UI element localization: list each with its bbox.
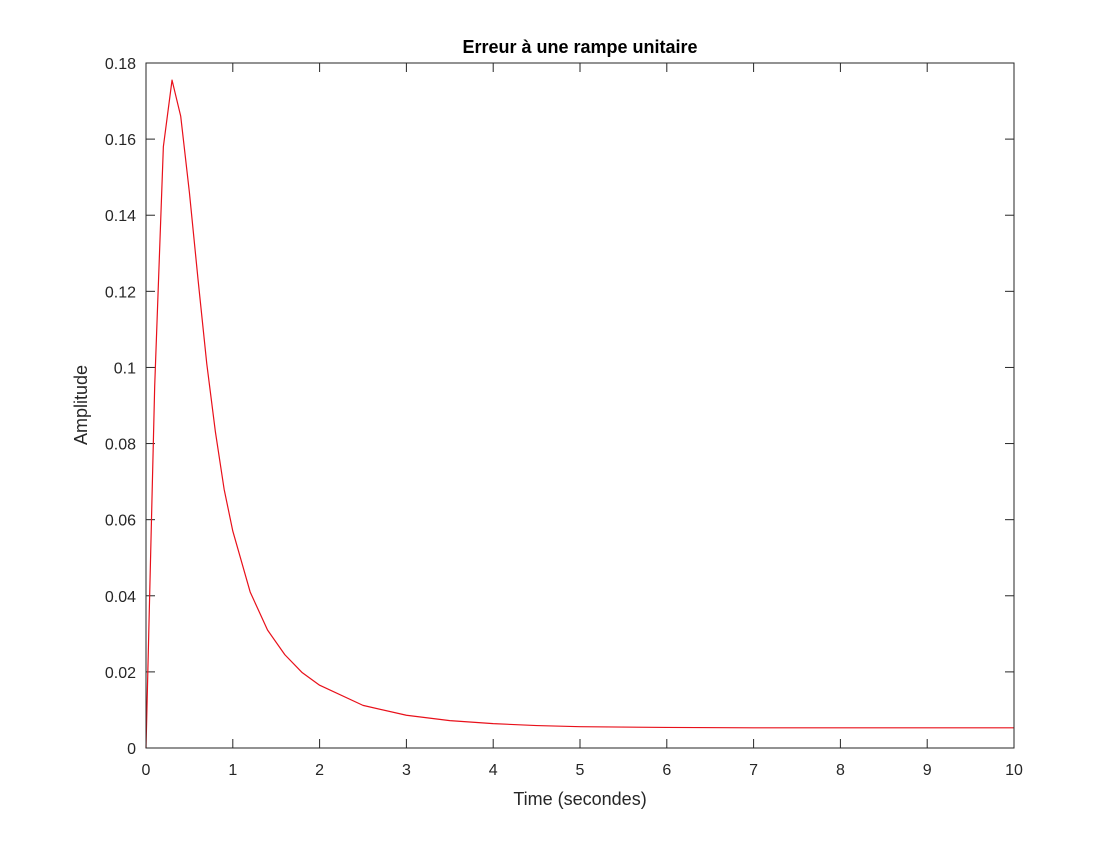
x-tick-label: 1 [228,762,237,779]
y-tick-label: 0.1 [114,360,136,377]
x-tick-label: 8 [836,762,845,779]
y-tick-label: 0.04 [105,589,136,606]
y-tick-label: 0.14 [105,208,136,225]
y-tick-label: 0.02 [105,665,136,682]
x-axis-label: Time (secondes) [513,789,646,809]
y-tick-label: 0.16 [105,132,136,149]
y-axis-label: Amplitude [71,365,91,445]
x-tick-label: 6 [662,762,671,779]
series-lines [145,79,1014,749]
x-tick-label: 5 [576,762,585,779]
x-tick-label: 9 [923,762,932,779]
y-tick-label: 0.08 [105,437,136,454]
tick-labels: 0 1 2 3 4 5 6 7 8 9 10 0 0.02 0.04 0.06 0.08 0.1 0.12 0.14… [105,56,1023,779]
chart-title: Erreur à une rampe unitaire [462,37,697,57]
y-tick-label: 0 [127,741,136,758]
x-tick-label: 10 [1005,762,1023,779]
y-tick-label: 0.06 [105,513,136,530]
x-tick-label: 3 [402,762,411,779]
plot-area [146,63,1014,748]
y-tick-label: 0.12 [105,284,136,301]
x-tick-label: 2 [315,762,324,779]
axes-box [145,62,1015,749]
x-tick-label: 7 [749,762,758,779]
series-line [145,79,1014,749]
x-tick-label: 4 [489,762,498,779]
x-tick-label: 0 [142,762,151,779]
y-tick-label: 0.18 [105,56,136,73]
